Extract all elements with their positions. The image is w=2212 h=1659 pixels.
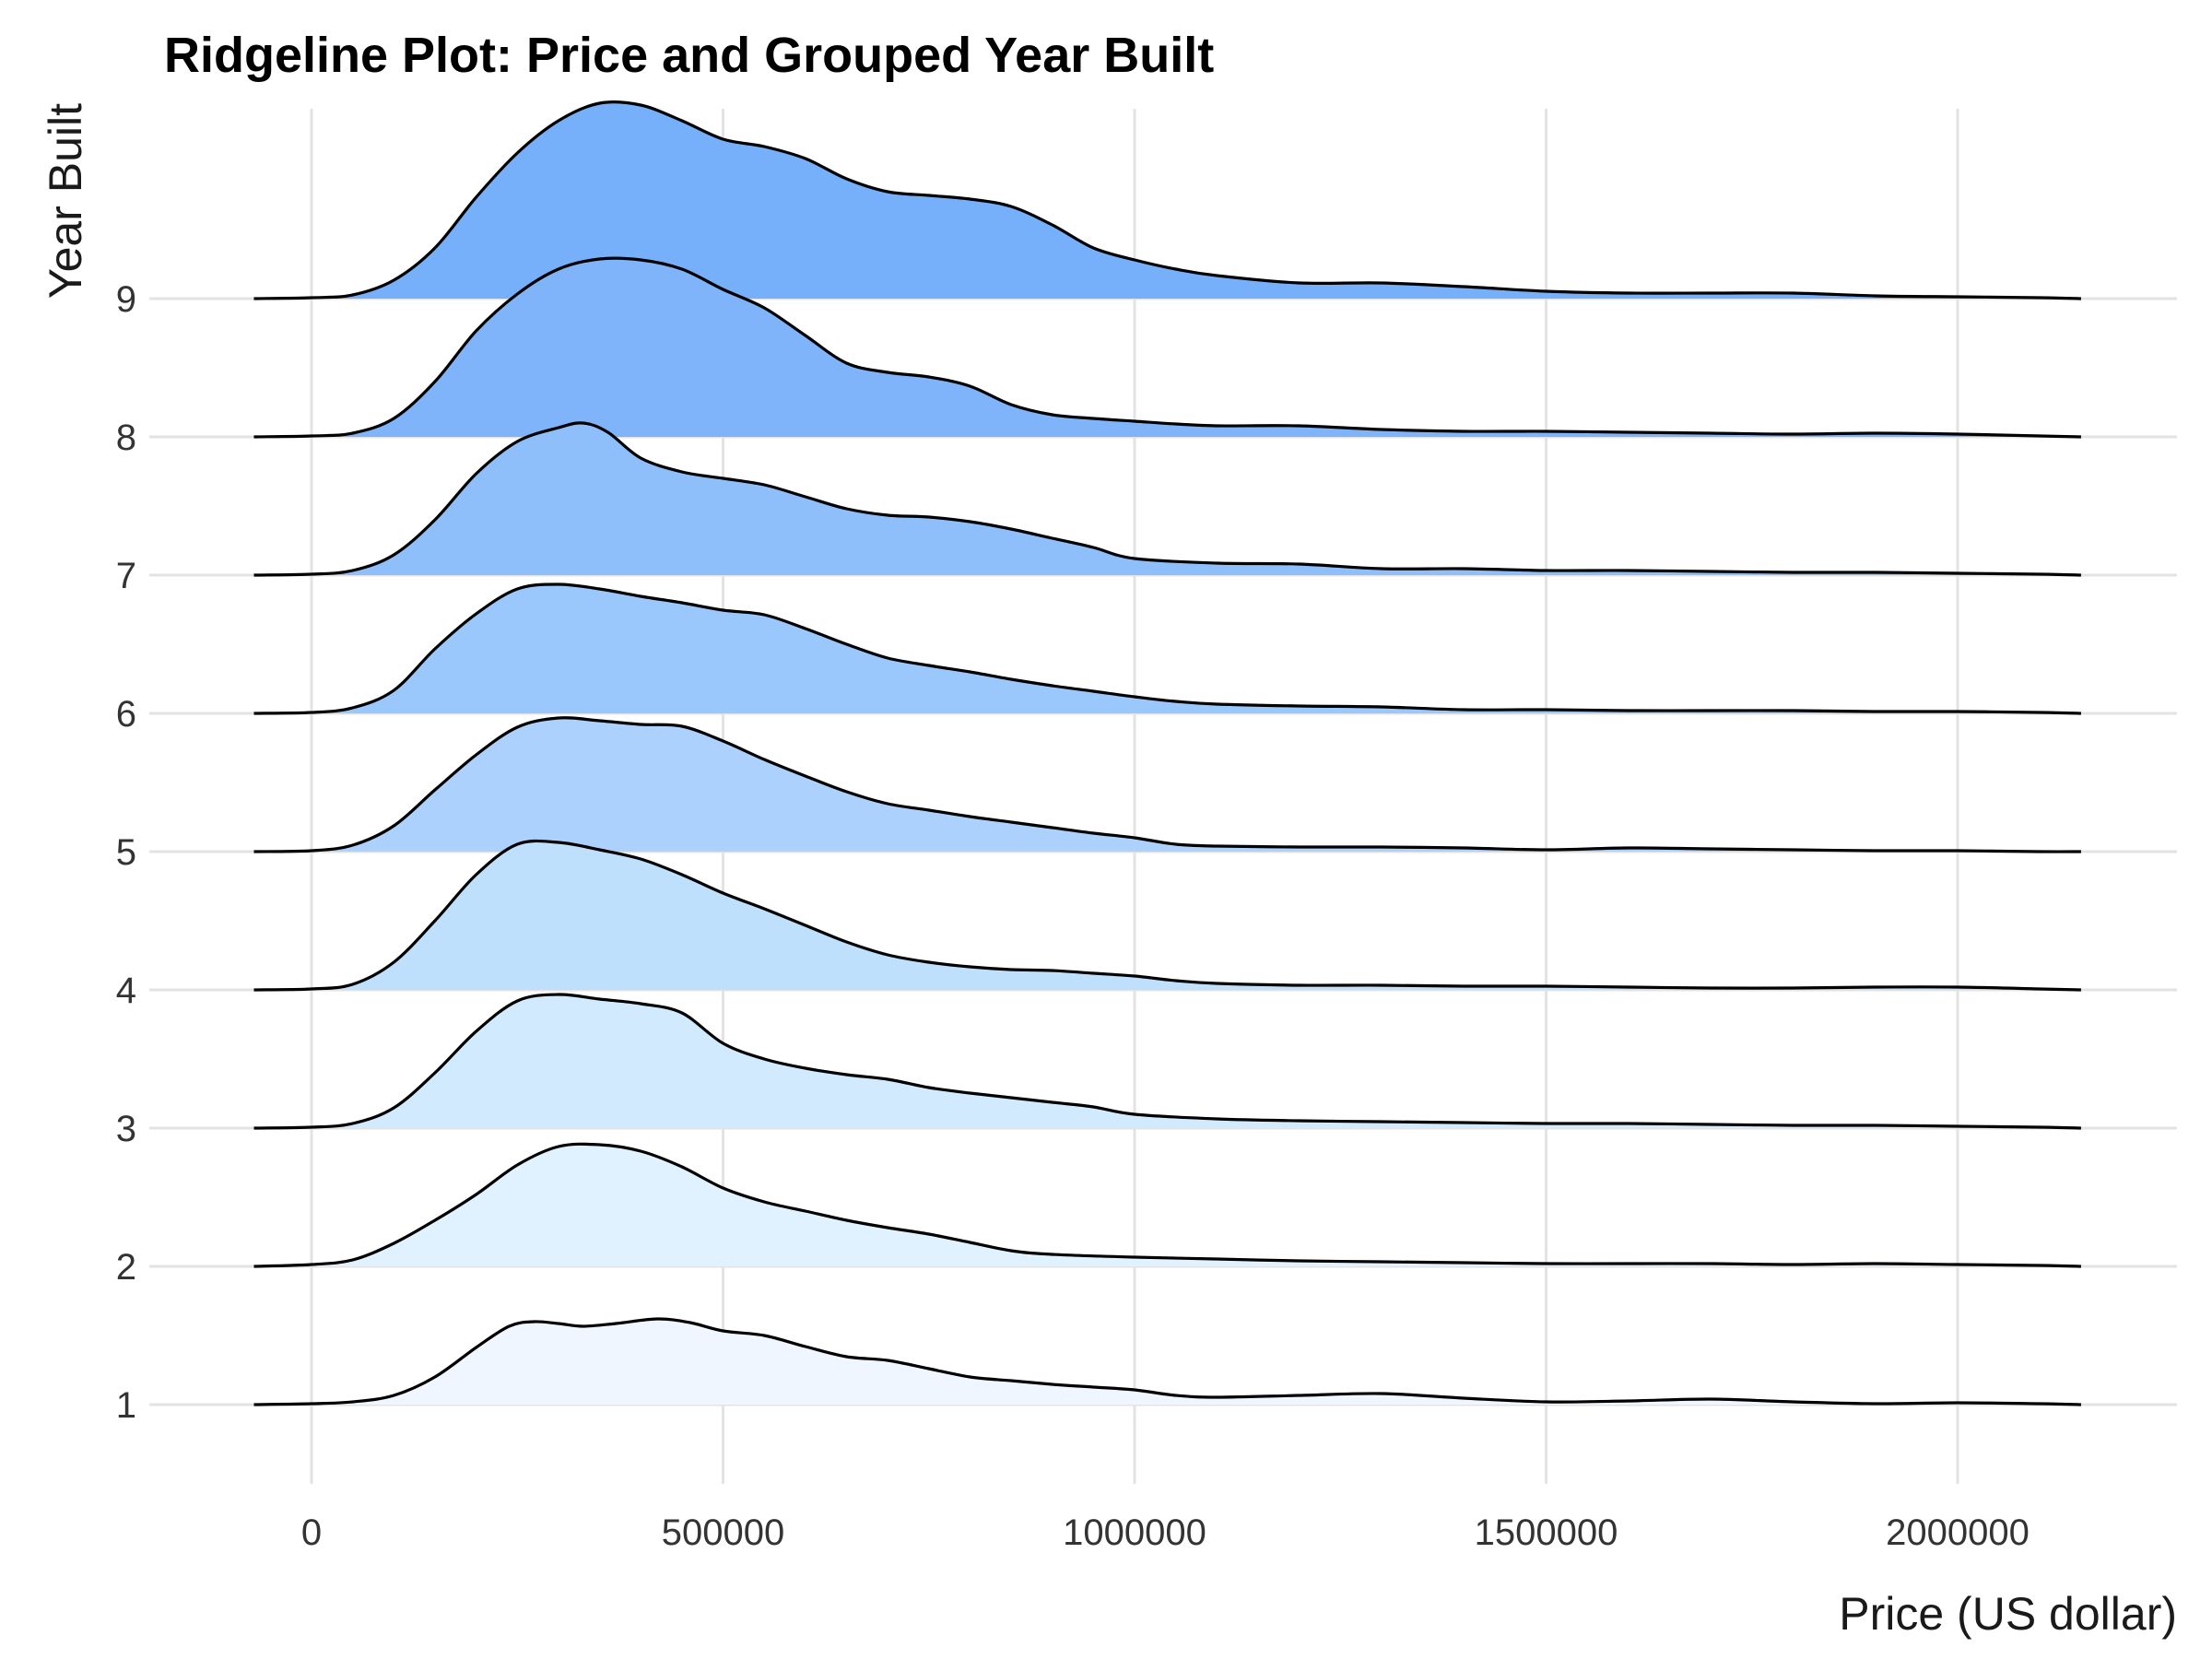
- ridge-fill-group-6: [253, 583, 2081, 713]
- x-axis-title: Price (US dollar): [1839, 1588, 2177, 1640]
- chart-title: Ridgeline Plot: Price and Grouped Year B…: [164, 28, 1214, 83]
- ridge-line-group-4: [253, 839, 2081, 992]
- ridge-line-group-7: [253, 421, 2081, 577]
- ridge-line-group-5: [253, 716, 2081, 853]
- ridges: [253, 100, 2081, 1406]
- x-tick-label: 0: [301, 1512, 322, 1553]
- y-axis-title: Year Built: [40, 103, 91, 299]
- y-tick-label: 3: [116, 1109, 136, 1149]
- ridge-fill-group-5: [253, 717, 2081, 853]
- x-tick-labels: 0 500000 1000000 1500000 2000000: [301, 1512, 2030, 1553]
- ridge-fill-group-9: [253, 101, 2081, 299]
- ridge-line-group-8: [253, 256, 2081, 439]
- ridge-line-group-9: [253, 100, 2081, 300]
- y-tick-label: 7: [116, 556, 136, 596]
- ridge-fill-group-2: [253, 1144, 2081, 1266]
- ridge-fill-group-7: [253, 422, 2081, 575]
- y-tick-label: 2: [116, 1247, 136, 1288]
- x-tick-label: 1000000: [1063, 1512, 1206, 1553]
- y-tick-label: 1: [116, 1385, 136, 1426]
- ridge-fill-group-4: [253, 841, 2081, 990]
- x-tick-label: 2000000: [1886, 1512, 2030, 1553]
- y-tick-label: 5: [116, 832, 136, 873]
- y-tick-label: 9: [116, 279, 136, 320]
- ridge-line-group-6: [253, 582, 2081, 715]
- y-tick-labels: 1 2 3 4 5 6 7 8 9: [116, 279, 136, 1426]
- ridge-fill-group-1: [253, 1318, 2081, 1405]
- x-tick-label: 500000: [662, 1512, 784, 1553]
- ridge-line-group-1: [253, 1317, 2081, 1406]
- y-tick-label: 6: [116, 694, 136, 735]
- ridge-fill-group-3: [253, 994, 2081, 1128]
- ridge-line-group-2: [253, 1142, 2081, 1268]
- x-tick-label: 1500000: [1475, 1512, 1618, 1553]
- ridge-fill-group-8: [253, 258, 2081, 437]
- y-tick-label: 8: [116, 418, 136, 458]
- ridge-line-group-3: [253, 993, 2081, 1130]
- y-tick-label: 4: [116, 971, 136, 1011]
